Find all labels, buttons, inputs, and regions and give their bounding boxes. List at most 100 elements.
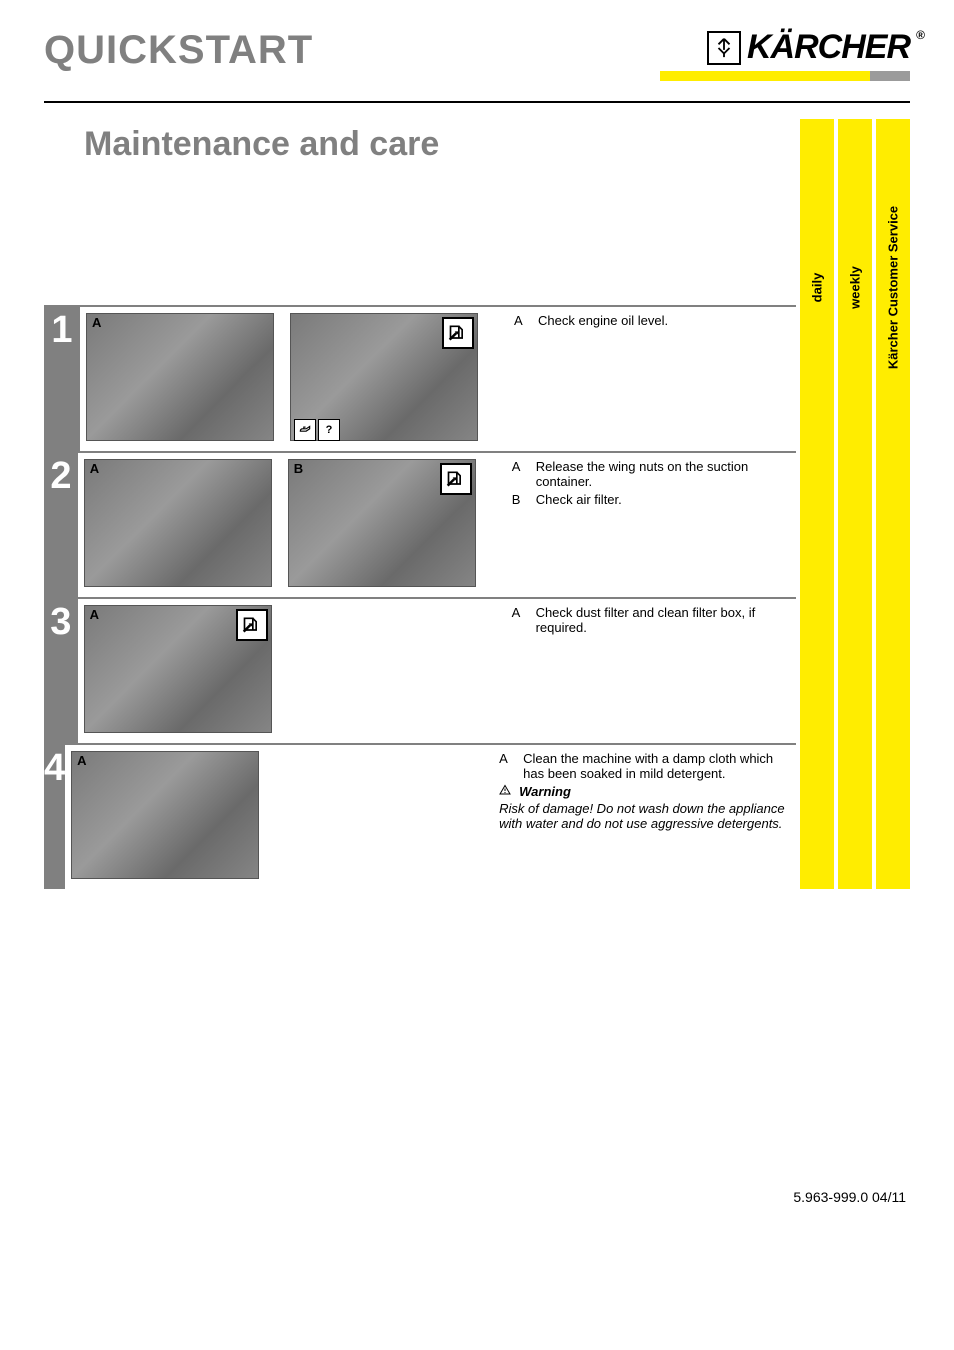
step-image-label: A [88,607,101,622]
step-image-label: A [75,753,88,768]
step-image-placeholder [86,313,274,441]
warning-icon [499,784,511,799]
page: QUICKSTART KÄRCHER Maintenance and care [0,0,954,1245]
manual-reference-icon [440,463,472,495]
step-image: A [71,751,259,883]
frequency-col-label: weekly [848,266,863,309]
step-images: AB [78,453,508,597]
step-row: 3AACheck dust filter and clean filter bo… [44,597,796,743]
step-description: A Check dust filter and clean filter box,… [508,599,796,743]
warning-text: Risk of damage! Do not wash down the app… [499,801,790,831]
section-title-wrap: Maintenance and care [44,119,796,305]
steps-container: 1A?ACheck engine oil level.2ABARelease t… [44,305,910,889]
step-left: 2ABARelease the wing nuts on the suction… [44,451,796,597]
step-image-label: A [90,315,103,330]
step-image-label: A [88,461,101,476]
step-desc-key: A [499,751,513,781]
step-number: 4 [44,745,65,889]
manual-reference-icon [442,317,474,349]
?-icon: ? [318,419,340,441]
frequency-cell [838,597,872,743]
frequency-cell [876,451,910,597]
frequency-cell [876,597,910,743]
frequency-cell [838,305,872,451]
oilcan-icon [294,419,316,441]
step-desc-text: Clean the machine with a damp cloth whic… [523,751,790,781]
step-image: A [84,459,272,591]
frequency-col-header: daily [800,119,834,305]
doc-title: QUICKSTART [44,28,313,73]
frequency-col-label: daily [810,273,825,303]
content: Maintenance and care dailyweeklyKärcher … [44,119,910,889]
warning-heading: Warning [499,784,790,799]
step-left: 3AACheck dust filter and clean filter bo… [44,597,796,743]
step-images: A [65,745,495,889]
step-desc-text: Check engine oil level. [538,313,668,328]
frequency-col-header: weekly [838,119,872,305]
brand-logo-text: KÄRCHER [747,28,910,67]
step-block: 1A?ACheck engine oil level. [44,305,910,451]
step-block: 4AAClean the machine with a damp cloth w… [44,743,910,889]
frequency-cell [800,305,834,451]
step-desc-key: A [512,605,526,635]
step-images: A [78,599,508,743]
step-image: ? [290,313,478,445]
brand-logo-underbar [660,71,910,81]
frequency-header: daily weeklyKärcher Customer Service [796,119,910,305]
step-desc-line: A Release the wing nuts on the suction co… [512,459,790,489]
step-frequency-cells [796,743,910,889]
step-block: 3AACheck dust filter and clean filter bo… [44,597,910,743]
section-title: Maintenance and care [44,119,796,172]
manual-reference-icon [236,609,268,641]
step-image-label: B [292,461,305,476]
step-desc-text: Check dust filter and clean filter box, … [536,605,790,635]
page-footer: 5.963-999.0 04/11 [44,1189,910,1205]
brand-underbar-yellow [660,71,870,81]
step-block: 2ABARelease the wing nuts on the suction… [44,451,910,597]
step-desc-key: A [514,313,528,328]
header-rule [44,101,910,103]
step-image: B [288,459,476,591]
step-image-subicons: ? [294,419,340,441]
brand-logo: KÄRCHER [660,28,910,81]
step-row: 2ABARelease the wing nuts on the suction… [44,451,796,597]
step-description: A Check engine oil level. [510,307,796,451]
step-image: A [86,313,274,445]
brand-logo-mark-icon [707,31,741,65]
step-left: 4AAClean the machine with a damp cloth w… [44,743,796,889]
frequency-cell [800,743,834,889]
step-image-placeholder [84,459,272,587]
step-image: A [84,605,272,737]
frequency-cell [838,451,872,597]
step-frequency-cells [796,597,910,743]
frequency-cell [838,743,872,889]
brand-underbar-grey [870,71,910,81]
frequency-cell [800,451,834,597]
step-desc-line: B Check air filter. [512,492,790,507]
content-left: Maintenance and care dailyweeklyKärcher … [44,119,910,889]
page-header: QUICKSTART KÄRCHER [44,28,910,93]
step-row: 1A?ACheck engine oil level. [44,305,796,451]
step-desc-line: A Check engine oil level. [514,313,790,328]
frequency-col-header: Kärcher Customer Service [876,119,910,305]
frequency-cell [876,743,910,889]
step-description: A Release the wing nuts on the suction co… [508,453,796,597]
step-number: 1 [44,307,80,451]
step-desc-text: Check air filter. [536,492,622,507]
step-number: 3 [44,599,78,743]
frequency-cell [800,597,834,743]
step-desc-text: Release the wing nuts on the suction con… [536,459,790,489]
section-header-row: Maintenance and care daily weeklyKärcher … [44,119,910,305]
frequency-col-label: Kärcher Customer Service [886,206,901,369]
step-desc-line: A Check dust filter and clean filter box,… [512,605,790,635]
step-desc-line: A Clean the machine with a damp cloth whi… [499,751,790,781]
step-images: A? [80,307,510,451]
step-description: A Clean the machine with a damp cloth whi… [495,745,796,889]
step-row: 4AAClean the machine with a damp cloth w… [44,743,796,889]
brand-logo-row: KÄRCHER [660,28,910,67]
step-left: 1A?ACheck engine oil level. [44,305,796,451]
step-desc-key: B [512,492,526,507]
step-image-placeholder [71,751,259,879]
step-desc-key: A [512,459,526,489]
warning-label: Warning [519,784,571,799]
